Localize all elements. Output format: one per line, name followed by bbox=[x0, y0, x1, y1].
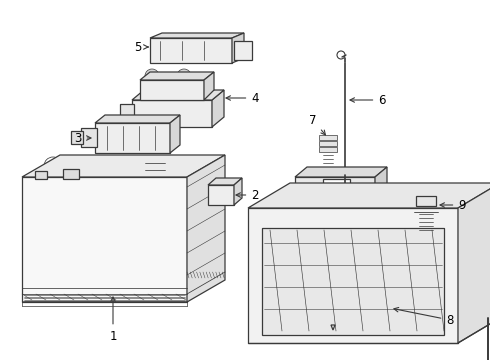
Polygon shape bbox=[295, 177, 375, 195]
Polygon shape bbox=[319, 147, 337, 152]
Polygon shape bbox=[212, 90, 224, 127]
Polygon shape bbox=[63, 169, 79, 179]
Polygon shape bbox=[170, 115, 180, 153]
Circle shape bbox=[177, 69, 191, 83]
Polygon shape bbox=[295, 167, 387, 177]
Polygon shape bbox=[262, 228, 444, 335]
Text: 2: 2 bbox=[236, 189, 259, 202]
Polygon shape bbox=[375, 167, 387, 195]
Text: 4: 4 bbox=[226, 91, 259, 104]
Polygon shape bbox=[140, 80, 204, 100]
Text: 1: 1 bbox=[109, 297, 117, 342]
Polygon shape bbox=[248, 208, 458, 343]
Circle shape bbox=[145, 69, 159, 83]
Polygon shape bbox=[150, 33, 244, 38]
Polygon shape bbox=[22, 155, 225, 177]
Polygon shape bbox=[208, 185, 234, 205]
Text: 5: 5 bbox=[134, 41, 148, 54]
Text: 6: 6 bbox=[350, 94, 386, 107]
Polygon shape bbox=[234, 178, 242, 205]
Polygon shape bbox=[234, 41, 252, 60]
Polygon shape bbox=[416, 196, 436, 206]
Polygon shape bbox=[95, 115, 180, 123]
Polygon shape bbox=[204, 72, 214, 100]
Polygon shape bbox=[458, 183, 490, 343]
Circle shape bbox=[216, 185, 226, 195]
Polygon shape bbox=[132, 100, 212, 127]
Polygon shape bbox=[22, 177, 187, 302]
Polygon shape bbox=[187, 155, 225, 302]
Text: 7: 7 bbox=[309, 113, 325, 135]
Polygon shape bbox=[81, 128, 97, 147]
Text: 3: 3 bbox=[74, 131, 91, 144]
Polygon shape bbox=[35, 171, 48, 179]
Polygon shape bbox=[150, 38, 232, 63]
Polygon shape bbox=[232, 33, 244, 63]
Polygon shape bbox=[95, 123, 170, 153]
Text: 9: 9 bbox=[440, 198, 466, 212]
Polygon shape bbox=[319, 135, 337, 140]
Polygon shape bbox=[132, 90, 224, 100]
Polygon shape bbox=[120, 104, 134, 122]
Polygon shape bbox=[323, 179, 350, 193]
Polygon shape bbox=[71, 131, 83, 144]
Polygon shape bbox=[208, 178, 242, 185]
Circle shape bbox=[280, 189, 292, 201]
Polygon shape bbox=[319, 141, 337, 146]
Circle shape bbox=[440, 189, 452, 201]
Polygon shape bbox=[140, 72, 214, 80]
Polygon shape bbox=[248, 183, 490, 208]
Text: 8: 8 bbox=[394, 307, 454, 327]
